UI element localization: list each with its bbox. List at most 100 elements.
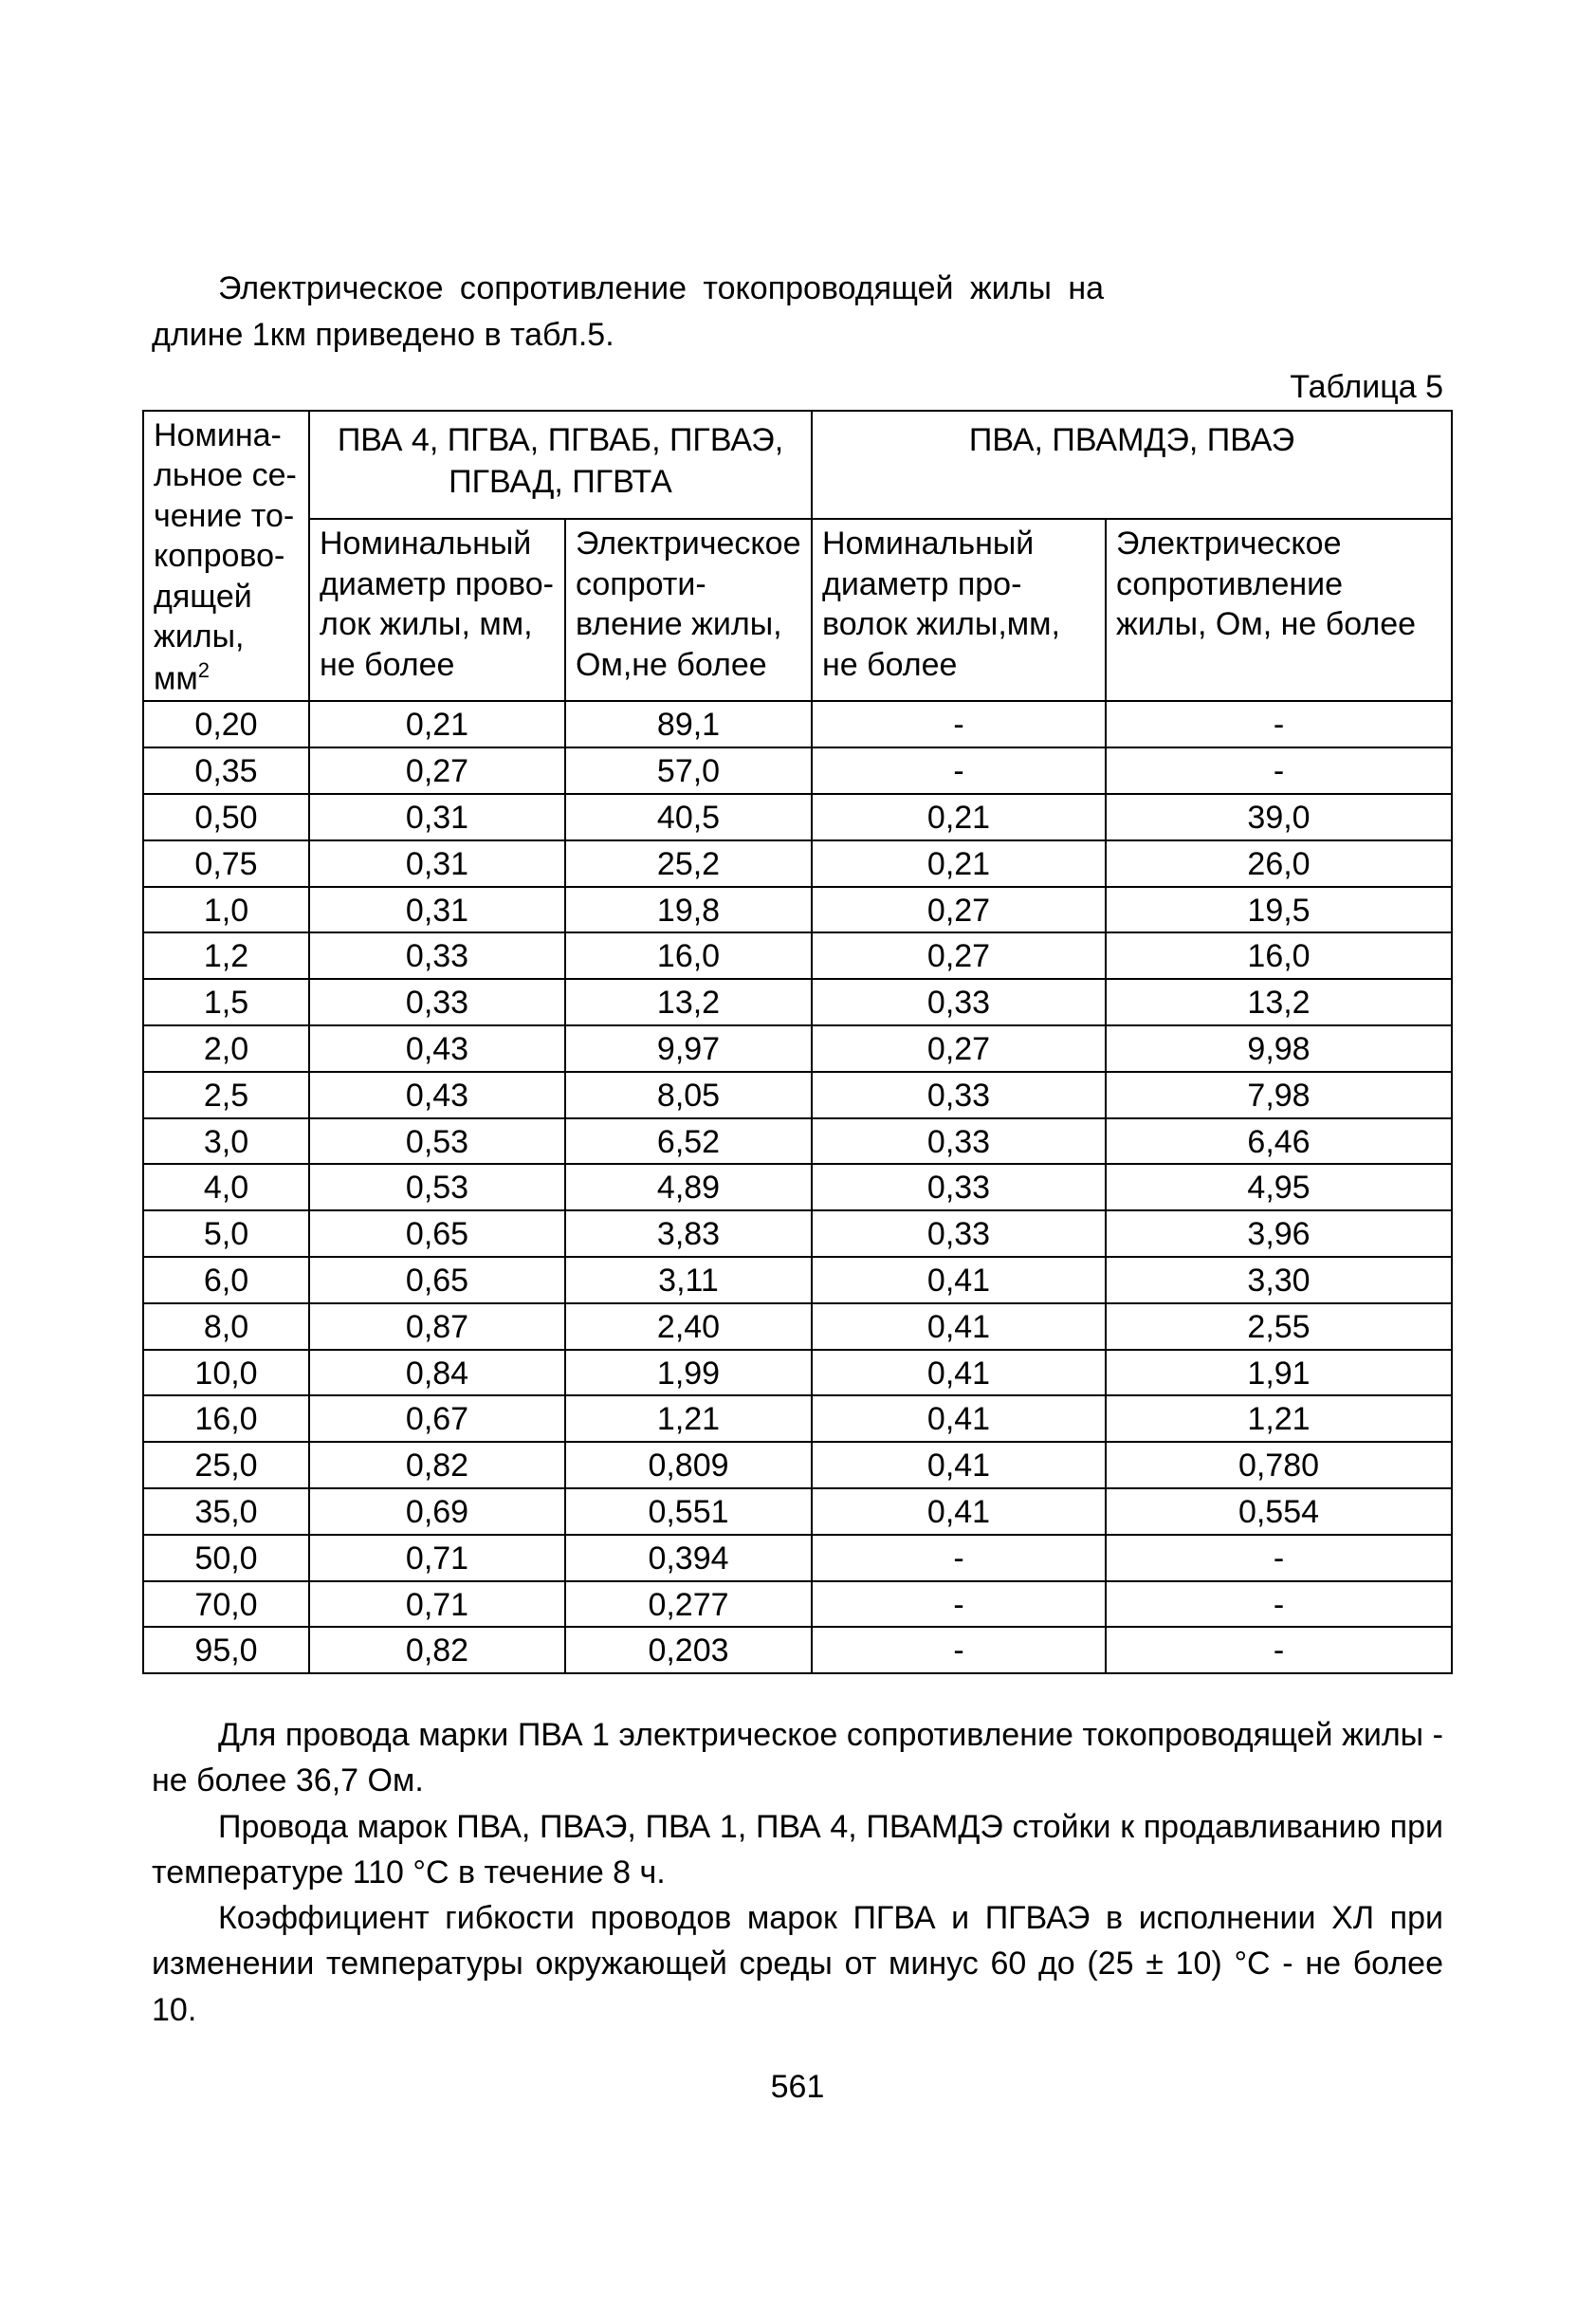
table-cell: 2,55 [1106, 1303, 1452, 1350]
table-cell: 40,5 [565, 794, 812, 840]
table-cell: 0,69 [309, 1488, 565, 1535]
table-cell: 4,0 [143, 1164, 309, 1210]
table-cell: 0,67 [309, 1395, 565, 1442]
table-cell: 10,0 [143, 1350, 309, 1396]
table-cell: 4,95 [1106, 1164, 1452, 1210]
table-cell: 0,203 [565, 1627, 812, 1673]
table-cell: 0,21 [812, 840, 1106, 887]
table-cell: 13,2 [565, 979, 812, 1025]
table-row: 50,00,710,394-- [143, 1535, 1452, 1581]
table-row: 8,00,872,400,412,55 [143, 1303, 1452, 1350]
table-row: 10,00,841,990,411,91 [143, 1350, 1452, 1396]
table-cell: 0,33 [812, 1210, 1106, 1257]
table-cell: 0,31 [309, 794, 565, 840]
table-cell: 0,31 [309, 887, 565, 933]
table-cell: - [1106, 747, 1452, 794]
col-header-section-text: Номина­льное се­чение то­копрово­дящей ж… [154, 417, 297, 696]
table-cell: 0,71 [309, 1535, 565, 1581]
table-cell: 1,0 [143, 887, 309, 933]
table-cell: 1,21 [1106, 1395, 1452, 1442]
body-text: Для провода марки ПВА 1 электрическое со… [152, 1712, 1443, 2033]
table-row: 1,00,3119,80,2719,5 [143, 887, 1452, 933]
table-cell: 0,43 [309, 1025, 565, 1072]
table-cell: 0,41 [812, 1442, 1106, 1488]
document-page: Электрическое сопротивление токопроводящ… [0, 0, 1595, 2324]
table-row: 1,50,3313,20,3313,2 [143, 979, 1452, 1025]
page-number: 561 [0, 2069, 1595, 2106]
table-cell: 0,41 [812, 1303, 1106, 1350]
table-cell: 0,82 [309, 1627, 565, 1673]
body-p2: Провода марок ПВА, ПВАЭ, ПВА 1, ПВА 4, П… [152, 1804, 1443, 1896]
table-row: 6,00,653,110,413,30 [143, 1257, 1452, 1303]
col-header-group1: ПВА 4, ПГВА, ПГВАБ, ПГВАЭ, ПГВАД, ПГВТА [309, 411, 812, 520]
table-row: 35,00,690,5510,410,554 [143, 1488, 1452, 1535]
table-row: 70,00,710,277-- [143, 1581, 1452, 1628]
table-cell: 0,554 [1106, 1488, 1452, 1535]
table-body: 0,200,2189,1--0,350,2757,0--0,500,3140,5… [143, 701, 1452, 1673]
table-cell: 5,0 [143, 1210, 309, 1257]
table-cell: 0,33 [309, 979, 565, 1025]
table-cell: 0,87 [309, 1303, 565, 1350]
table-cell: 13,2 [1106, 979, 1452, 1025]
table-cell: 57,0 [565, 747, 812, 794]
table-cell: 0,33 [812, 1118, 1106, 1165]
table-cell: 1,5 [143, 979, 309, 1025]
table-cell: 0,65 [309, 1210, 565, 1257]
col-header-diam2: Номинальный диаметр про­волок жилы,мм, н… [812, 519, 1106, 701]
table-cell: 0,53 [309, 1164, 565, 1210]
intro-line2: длине 1км приведено в табл.5. [152, 317, 614, 353]
table-cell: 0,551 [565, 1488, 812, 1535]
table-cell: 0,53 [309, 1118, 565, 1165]
table-cell: 0,21 [812, 794, 1106, 840]
table-header-row-2: Номинальный диаметр прово­лок жилы, мм, … [143, 519, 1452, 701]
table-row: 95,00,820,203-- [143, 1627, 1452, 1673]
table-cell: - [1106, 1581, 1452, 1628]
table-row: 0,350,2757,0-- [143, 747, 1452, 794]
table-cell: 0,27 [309, 747, 565, 794]
table-cell: - [812, 1627, 1106, 1673]
table-cell: 16,0 [143, 1395, 309, 1442]
table-cell: 2,5 [143, 1072, 309, 1118]
table-cell: 0,43 [309, 1072, 565, 1118]
resistance-table: Номина­льное се­чение то­копрово­дящей ж… [142, 410, 1453, 1675]
table-row: 16,00,671,210,411,21 [143, 1395, 1452, 1442]
col-header-group2: ПВА, ПВАМДЭ, ПВАЭ [812, 411, 1452, 520]
table-cell: 1,2 [143, 932, 309, 979]
body-p3: Коэффициент гибкости проводов марок ПГВА… [152, 1895, 1443, 2033]
table-cell: 0,20 [143, 701, 309, 747]
table-row: 5,00,653,830,333,96 [143, 1210, 1452, 1257]
table-cell: 70,0 [143, 1581, 309, 1628]
table-cell: 0,21 [309, 701, 565, 747]
table-cell: 0,33 [309, 932, 565, 979]
table-cell: - [812, 1535, 1106, 1581]
table-cell: 0,82 [309, 1442, 565, 1488]
table-cell: - [812, 1581, 1106, 1628]
table-cell: 0,27 [812, 932, 1106, 979]
table-cell: 0,277 [565, 1581, 812, 1628]
table-cell: 0,33 [812, 1164, 1106, 1210]
table-cell: 3,0 [143, 1118, 309, 1165]
table-cell: 1,99 [565, 1350, 812, 1396]
intro-line1: Электрическое сопротивление токопроводящ… [152, 266, 1443, 312]
table-cell: - [812, 701, 1106, 747]
table-cell: 50,0 [143, 1535, 309, 1581]
table-cell: 3,96 [1106, 1210, 1452, 1257]
table-cell: 6,52 [565, 1118, 812, 1165]
table-row: 0,500,3140,50,2139,0 [143, 794, 1452, 840]
table-row: 2,00,439,970,279,98 [143, 1025, 1452, 1072]
table-cell: 16,0 [565, 932, 812, 979]
table-row: 4,00,534,890,334,95 [143, 1164, 1452, 1210]
table-cell: 3,83 [565, 1210, 812, 1257]
table-cell: 0,41 [812, 1350, 1106, 1396]
table-cell: 25,2 [565, 840, 812, 887]
table-cell: 39,0 [1106, 794, 1452, 840]
table-cell: 26,0 [1106, 840, 1452, 887]
table-cell: 1,21 [565, 1395, 812, 1442]
table-cell: 6,46 [1106, 1118, 1452, 1165]
table-cell: - [1106, 1535, 1452, 1581]
table-cell: - [1106, 701, 1452, 747]
table-caption: Таблица 5 [142, 369, 1443, 406]
table-cell: - [812, 747, 1106, 794]
table-cell: 9,97 [565, 1025, 812, 1072]
table-cell: 0,33 [812, 1072, 1106, 1118]
